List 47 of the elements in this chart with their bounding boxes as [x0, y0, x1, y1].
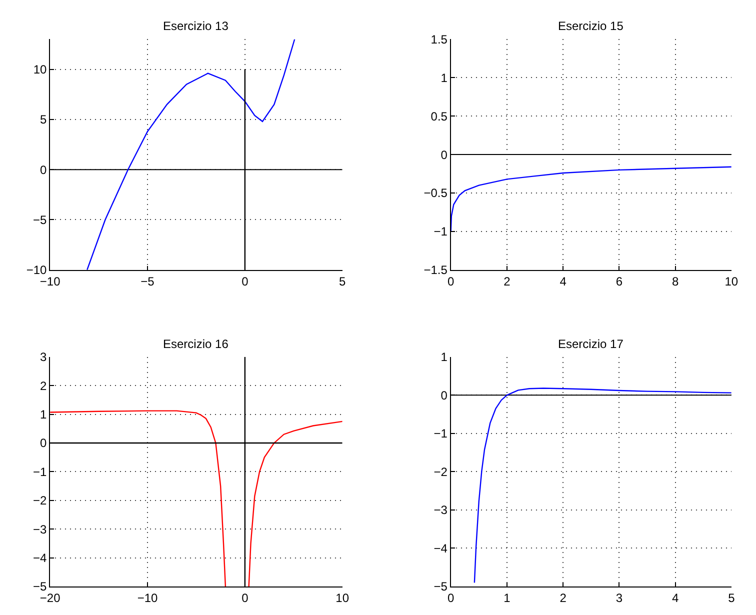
x-tick-label: 10	[336, 590, 350, 605]
x-tick-label: 5	[728, 590, 736, 605]
y-tick-label: 0	[40, 436, 47, 450]
x-tick-label: 6	[616, 274, 623, 288]
y-tick-label: −1	[434, 426, 448, 441]
x-tick-label: 2	[560, 590, 567, 605]
x-tick-label: 3	[616, 590, 623, 605]
x-tick-label: 10	[724, 274, 738, 288]
y-tick-label: 0	[440, 388, 448, 402]
y-tick-label: −10	[26, 263, 47, 278]
chart-title: Esercizio 13	[163, 19, 229, 33]
y-tick-label: 1	[440, 350, 448, 364]
y-tick-label: −4	[32, 550, 47, 565]
y-tick-label: −1.5	[424, 263, 448, 278]
x-tick-label: −5	[140, 274, 155, 288]
chart-title: Esercizio 16	[163, 337, 229, 351]
y-tick-label: −1	[434, 224, 448, 239]
y-tick-label: −5	[32, 212, 47, 227]
y-tick-label: −0.5	[424, 186, 448, 200]
x-tick-label: 8	[672, 274, 679, 288]
y-tick-label: −2	[32, 494, 47, 508]
y-tick-label: −3	[32, 522, 47, 536]
y-tick-label: −1	[32, 464, 47, 479]
chart-title: Esercizio 17	[558, 337, 624, 351]
y-tick-label: 1.5	[430, 32, 448, 46]
y-tick-label: −3	[434, 503, 448, 518]
x-tick-label: 4	[560, 274, 567, 288]
x-tick-label: −10	[137, 590, 158, 605]
y-tick-label: 1	[440, 70, 448, 85]
y-tick-label: 0	[440, 148, 448, 162]
x-tick-label: 1	[504, 590, 511, 605]
x-tick-label: 5	[339, 274, 346, 288]
chart-title: Esercizio 15	[558, 19, 624, 33]
y-tick-label: 3	[40, 350, 47, 364]
y-tick-label: −2	[434, 464, 448, 479]
y-tick-label: 10	[33, 62, 47, 77]
y-tick-label: −5	[434, 580, 448, 594]
x-tick-label: 4	[672, 590, 679, 605]
y-tick-label: −4	[434, 541, 448, 556]
y-tick-label: 1	[40, 407, 47, 422]
x-tick-label: 0	[242, 590, 249, 605]
x-tick-label: 0	[242, 274, 249, 288]
x-tick-label: 2	[504, 274, 511, 288]
y-tick-label: 0.5	[430, 109, 448, 124]
y-tick-label: 0	[40, 162, 47, 177]
y-tick-label: 2	[40, 378, 47, 393]
y-tick-label: 5	[40, 112, 47, 127]
